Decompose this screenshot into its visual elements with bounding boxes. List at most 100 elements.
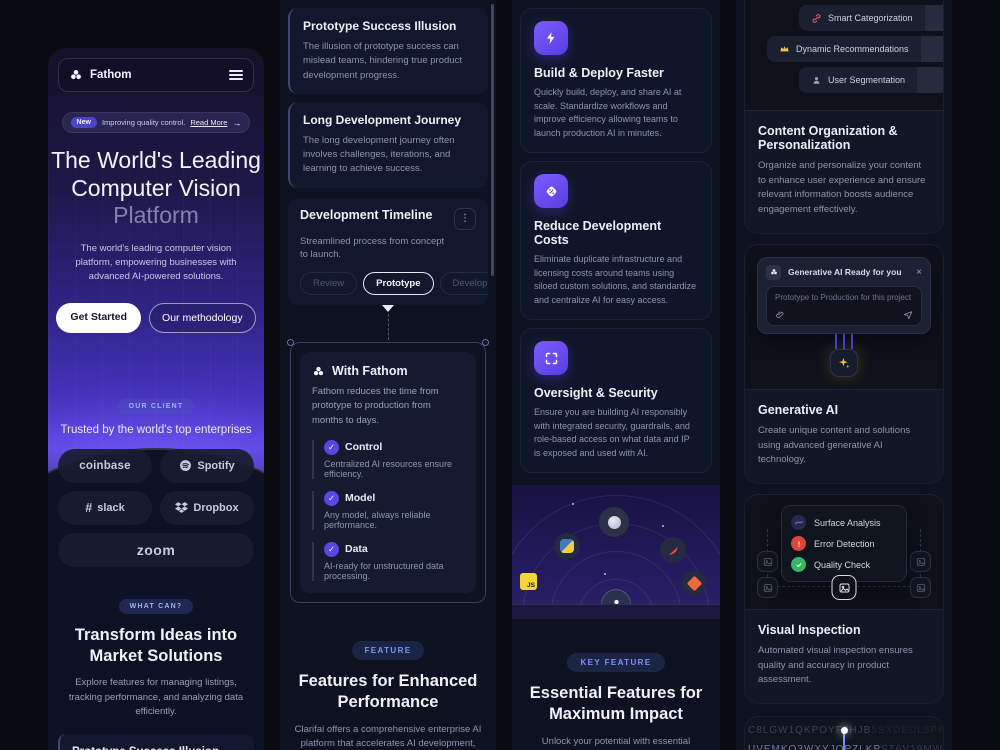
framework-diamond-icon	[682, 571, 706, 595]
kebab-menu-button[interactable]: ⋮	[454, 207, 476, 230]
clients-title: Trusted by the world's top enterprises	[60, 423, 252, 436]
benefit-model: ✓ Model Any model, always reliable perfo…	[312, 490, 464, 530]
logo-spotify[interactable]: Spotify	[160, 448, 254, 483]
announcement-pill[interactable]: New Improving quality control. Read More…	[61, 112, 251, 133]
card-title: Reduce Development Costs	[534, 219, 662, 247]
screen-key-features: Build & Deploy Faster Quickly build, dep…	[512, 0, 720, 750]
card-visual-inspection: Surface Analysis Error Detection Quality…	[744, 494, 944, 705]
card-code-matrix: C8LGW1QKPOYF9HJB5SXDEUL5PRSK1W4A UVEMKQ3…	[744, 716, 944, 750]
image-node-active-icon	[831, 575, 857, 601]
inspection-demo: Surface Analysis Error Detection Quality…	[745, 495, 943, 610]
with-fathom-body: Fathom reduces the time from prototype t…	[312, 386, 439, 426]
guardrail-focus-icon	[534, 341, 568, 375]
tab-development[interactable]: Development	[439, 272, 488, 296]
feature-subtitle: Clarifai offers a comprehensive enterpri…	[294, 723, 482, 749]
scrollbar[interactable]	[491, 4, 494, 276]
chip-smart-categorization[interactable]: Smart Categorization	[799, 5, 943, 31]
swift-icon	[660, 537, 686, 563]
check-icon: ✓	[324, 490, 339, 506]
card-body: The long development journey often invol…	[303, 134, 455, 175]
card-body: Eliminate duplicate infrastructure and l…	[534, 254, 697, 305]
image-node-icon	[757, 577, 778, 599]
card-reduce-costs: Reduce Development Costs Eliminate dupli…	[520, 161, 712, 320]
fathom-logo-icon	[766, 264, 781, 280]
key-feature-badge: KEY FEATURE	[567, 653, 665, 672]
card-prototype-illusion: Prototype Success Illusion The illusion …	[288, 8, 488, 94]
surface-analysis-icon	[791, 515, 806, 531]
dashed-connector	[387, 314, 389, 341]
paperclip-icon[interactable]	[775, 310, 785, 320]
key-feature-heading: Essential Features for Maximum Impact	[512, 683, 720, 726]
timeline-subtitle: Streamlined process from concept to laun…	[300, 235, 445, 261]
dropbox-label: Dropbox	[193, 501, 239, 514]
chip-dynamic-recommendations[interactable]: Dynamic Recommendations	[767, 36, 943, 62]
card-title: Generative AI	[758, 402, 839, 417]
quality-check-icon	[791, 557, 806, 573]
arrow-right-icon: →	[232, 117, 242, 128]
spotify-icon	[180, 460, 192, 471]
benefit-desc: Centralized AI resources ensure efficien…	[324, 458, 453, 479]
our-methodology-button[interactable]: Our methodology	[149, 302, 256, 333]
hamburger-menu-icon[interactable]	[229, 74, 243, 76]
chip-label: User Segmentation	[828, 75, 906, 85]
tab-prototype[interactable]: Prototype	[363, 272, 434, 296]
client-logos: coinbase Spotify # slack Dropbox	[58, 448, 254, 567]
generative-ai-window: Generative AI Ready for you × Prototype …	[757, 256, 931, 334]
benefit-desc: Any model, always reliable performance.	[324, 509, 431, 530]
card-title: Build & Deploy Faster	[534, 66, 664, 80]
timeline-title: Development Timeline	[300, 207, 433, 222]
logo-coinbase[interactable]: coinbase	[58, 448, 152, 483]
spotify-label: Spotify	[197, 459, 235, 472]
tracking-dot	[840, 727, 848, 735]
categorization-chips: Smart Categorization Dynamic Recommendat…	[745, 0, 943, 110]
what-subtitle: Explore features for managing listings, …	[68, 677, 244, 717]
card-generative-ai: Generative AI Ready for you × Prototype …	[744, 243, 944, 485]
card-oversight-security: Oversight & Security Ensure you are buil…	[520, 328, 712, 473]
logo-dropbox[interactable]: Dropbox	[160, 490, 254, 525]
logo-zoom[interactable]: zoom	[58, 532, 254, 567]
chip-user-segmentation[interactable]: User Segmentation	[799, 67, 943, 93]
user-icon	[813, 76, 820, 84]
navbar: Fathom	[58, 58, 254, 92]
send-icon[interactable]	[903, 310, 913, 320]
tracking-line	[843, 733, 845, 750]
card-title: Prototype Success Illusion	[72, 746, 242, 750]
hero-subtitle: The world's leading computer vision plat…	[75, 242, 237, 283]
image-node-icon	[910, 551, 931, 573]
tab-review[interactable]: Review	[300, 272, 358, 296]
chip-label: Dynamic Recommendations	[796, 44, 909, 54]
frame-handle-top-left[interactable]	[287, 339, 294, 347]
brand-name: Fathom	[90, 69, 132, 81]
what-can-badge: WHAT CAN?	[118, 598, 194, 614]
logo-slack[interactable]: # slack	[58, 490, 152, 525]
inspection-label: Surface Analysis	[814, 517, 881, 528]
what-heading: Transform Ideas into Market Solutions	[48, 625, 264, 668]
triangle-pointer-icon	[382, 305, 394, 313]
card-long-journey: Long Development Journey The long develo…	[288, 101, 488, 188]
frame-handle-top-right[interactable]	[482, 339, 489, 347]
feature-heading-line2: Performance	[337, 693, 439, 712]
check-icon: ✓	[324, 541, 339, 557]
sparkle-node	[830, 348, 858, 377]
inspection-label: Error Detection	[814, 538, 875, 549]
feature-card-prototype-illusion: Prototype Success Illusion The illusion …	[58, 734, 254, 750]
slack-icon: #	[85, 500, 93, 515]
code-matrix-rows: C8LGW1QKPOYF9HJB5SXDEUL5PRSK1W4A UVEMKQ3…	[748, 725, 944, 750]
hero-title: The World's Leading Computer Vision Plat…	[48, 147, 264, 230]
card-build-deploy: Build & Deploy Faster Quickly build, dep…	[520, 8, 712, 153]
close-icon[interactable]: ×	[916, 266, 922, 278]
card-body: The illusion of prototype success can mi…	[303, 41, 462, 81]
card-body: Automated visual inspection ensures qual…	[758, 645, 913, 686]
our-client-badge: OUR CLIENT	[117, 398, 195, 414]
feature-badge: FEATURE	[351, 640, 425, 660]
read-more-link[interactable]: Read More	[190, 118, 228, 127]
discount-tag-icon	[534, 174, 568, 208]
benefit-data: ✓ Data AI-ready for unstructured data pr…	[312, 541, 464, 581]
card-body: Organize and personalize your content to…	[758, 160, 926, 216]
prompt-input[interactable]: Prototype to Production for this project	[766, 285, 922, 326]
with-fathom-card: With Fathom Fathom reduces the time from…	[300, 352, 476, 593]
connector-lines	[757, 333, 931, 349]
check-icon: ✓	[324, 439, 339, 455]
get-started-button[interactable]: Get Started	[56, 302, 142, 333]
lightning-icon	[534, 21, 568, 55]
